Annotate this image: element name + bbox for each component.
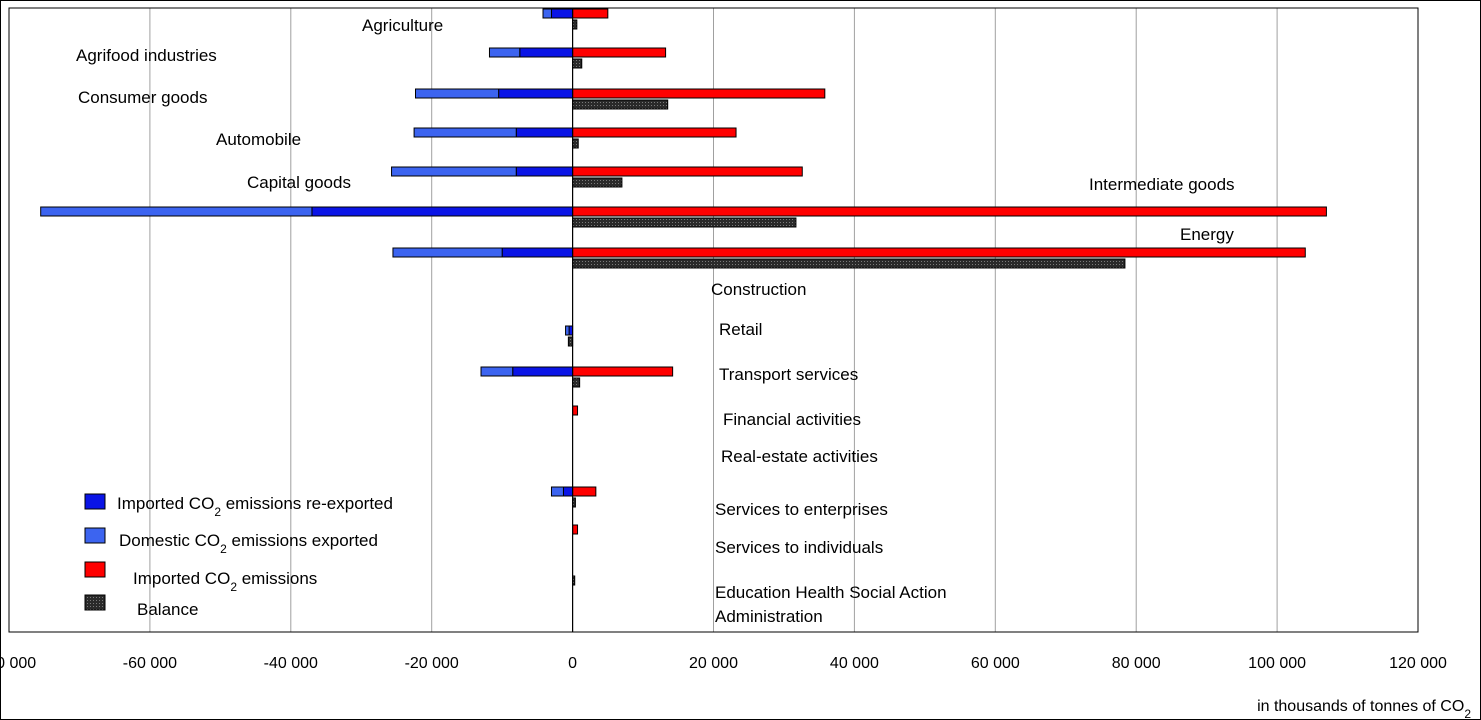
legend-swatch-balance <box>84 594 106 611</box>
bar-imported-services-to-enterprises <box>572 486 597 497</box>
bar-domestic-intermediate-goods <box>40 206 313 217</box>
bar-balance-consumer-goods <box>572 99 669 110</box>
bar-domestic-capital-goods <box>391 166 517 177</box>
bar-imported-capital-goods <box>572 166 803 177</box>
bar-reexported-agriculture <box>550 8 574 19</box>
bar-balance-agriculture <box>572 19 578 30</box>
x-tick-label-3: -20 000 <box>405 655 459 672</box>
bar-imported-transport-services <box>572 366 674 377</box>
plot-area-border <box>8 7 1419 633</box>
x-tick-label-5: 20 000 <box>689 655 738 672</box>
bar-balance-capital-goods <box>572 177 623 188</box>
bar-domestic-automobile <box>413 127 517 138</box>
legend-label-imported-co2-emissions: Imported CO2 emissions <box>133 569 317 594</box>
category-labels: Agriculture Agrifood industries Consumer g… <box>76 16 1235 626</box>
category-label-real-estate-activities: Real-estate activities <box>721 447 878 466</box>
bar-reexported-capital-goods <box>515 166 574 177</box>
x-tick-labels: -80 000 -60 000 -40 000 -20 000 0 20 000 40 00… <box>0 655 1447 672</box>
category-label-automobile: Automobile <box>216 130 301 149</box>
x-tick-label-7: 60 000 <box>971 655 1020 672</box>
bar-balance-energy <box>572 258 1126 269</box>
category-label-capital-goods: Capital goods <box>247 173 351 192</box>
bar-domestic-transport-services <box>480 366 514 377</box>
gridlines <box>149 8 1278 632</box>
bar-imported-financial-activities <box>572 405 579 416</box>
bar-balance-agrifood-industries <box>572 58 583 69</box>
bar-reexported-services-to-enterprises <box>562 486 574 497</box>
category-label-retail: Retail <box>719 320 762 339</box>
category-label-energy: Energy <box>1180 225 1234 244</box>
legend-swatch-imported-co2-emissions <box>84 561 106 578</box>
legend-swatch-domestic-co2-emissions-exported <box>84 527 106 544</box>
x-tick-label-2: -40 000 <box>264 655 318 672</box>
legend-label-imported-co2-emissions-re-exported: Imported CO2 emissions re-exported <box>117 494 393 519</box>
bar-reexported-consumer-goods <box>498 88 574 99</box>
bar-balance-transport-services <box>572 377 581 388</box>
category-label-agrifood-industries: Agrifood industries <box>76 46 217 65</box>
unit-label: in thousands of tonnes of CO2 <box>1257 698 1471 720</box>
category-label-services-to-individuals: Services to individuals <box>715 538 883 557</box>
x-tick-label-6: 40 000 <box>830 655 879 672</box>
x-tick-label-1: -60 000 <box>123 655 177 672</box>
bar-domestic-consumer-goods <box>414 88 500 99</box>
bar-imported-services-to-individuals <box>572 524 579 535</box>
bar-reexported-transport-services <box>512 366 574 377</box>
category-label-financial-activities: Financial activities <box>723 410 861 429</box>
category-label-construction: Construction <box>711 280 806 299</box>
bar-imported-intermediate-goods <box>572 206 1327 217</box>
bar-balance-automobile <box>572 138 579 149</box>
x-tick-label-9: 100 000 <box>1248 655 1306 672</box>
bar-imported-consumer-goods <box>572 88 826 99</box>
bar-imported-automobile <box>572 127 737 138</box>
x-tick-label-8: 80 000 <box>1112 655 1161 672</box>
bar-imported-energy <box>572 247 1306 258</box>
bar-reexported-agrifood-industries <box>519 47 574 58</box>
bar-domestic-agrifood-industries <box>488 47 521 58</box>
bar-reexported-automobile <box>515 127 574 138</box>
bar-domestic-services-to-enterprises <box>550 486 564 497</box>
bar-domestic-energy <box>392 247 503 258</box>
bar-domestic-agriculture <box>542 8 552 19</box>
bar-balance-retail <box>567 336 574 347</box>
legend: Imported CO2 emissions re-exported Domest… <box>84 493 393 619</box>
bar-imported-agriculture <box>572 8 609 19</box>
bar-reexported-intermediate-goods <box>311 206 574 217</box>
category-label-education-health-social-action-administration: Education Health Social Action Administra… <box>715 583 947 626</box>
category-label-agriculture: Agriculture <box>362 16 443 35</box>
legend-swatch-imported-co2-emissions-re-exported <box>84 493 106 510</box>
category-label-transport-services: Transport services <box>719 365 858 384</box>
x-tick-label-4: 0 <box>568 655 577 672</box>
x-tick-label-0: -80 000 <box>0 655 36 672</box>
bar-balance-intermediate-goods <box>572 217 797 228</box>
legend-label-domestic-co2-emissions-exported: Domestic CO2 emissions exported <box>119 531 378 556</box>
bar-reexported-energy <box>501 247 574 258</box>
category-label-consumer-goods: Consumer goods <box>78 88 207 107</box>
bar-imported-agrifood-industries <box>572 47 667 58</box>
category-label-services-to-enterprises: Services to enterprises <box>715 500 888 519</box>
legend-label-balance: Balance <box>137 600 198 619</box>
x-tick-label-10: 120 000 <box>1389 655 1447 672</box>
category-label-intermediate-goods: Intermediate goods <box>1089 175 1235 194</box>
bar-domestic-retail <box>565 325 570 336</box>
